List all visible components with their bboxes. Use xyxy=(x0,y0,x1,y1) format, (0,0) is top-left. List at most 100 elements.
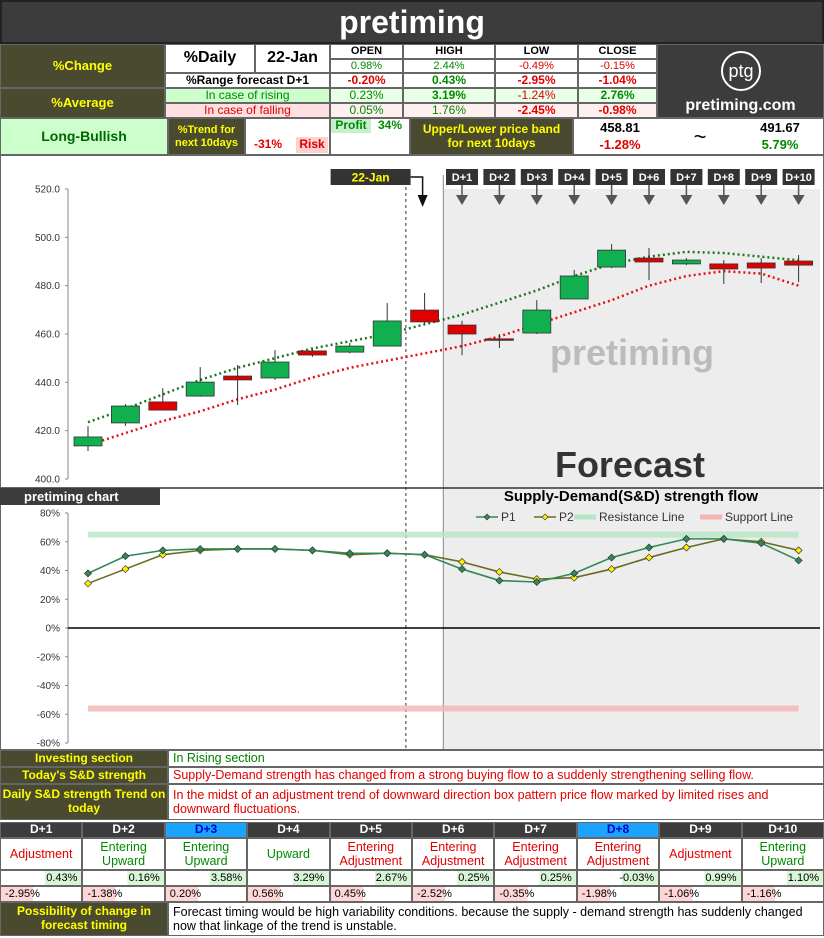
forecast-down: 0.56% xyxy=(247,886,330,902)
column-header: CLOSE xyxy=(578,44,657,59)
day-box xyxy=(633,169,665,185)
profit-cell xyxy=(330,118,410,155)
y-tick-label: 20% xyxy=(40,595,60,606)
forecast-signal: Entering Adjustment xyxy=(412,838,495,870)
section-label: Investing section xyxy=(0,750,168,767)
range-label: %Range forecast D+1 xyxy=(165,73,330,88)
point xyxy=(121,552,130,561)
falling-value: 1.76% xyxy=(403,103,495,118)
day-box xyxy=(483,169,516,185)
candle-body xyxy=(597,249,626,268)
day-box xyxy=(520,169,553,185)
falling-label: In case of falling xyxy=(165,103,330,118)
falling-value: -2.45% xyxy=(495,103,578,118)
rising-value: 3.19% xyxy=(403,88,495,103)
range-value: -2.95% xyxy=(495,73,578,88)
point xyxy=(645,553,653,562)
forecast-day: D+4 xyxy=(247,822,330,838)
point xyxy=(645,543,653,552)
forecast-down: 0.20% xyxy=(164,886,248,902)
section-text: Supply-Demand strength has changed from … xyxy=(168,767,824,784)
y-tick-label: 60% xyxy=(40,537,60,548)
watermark: pretiming xyxy=(550,332,714,373)
forecast-signal: Entering Upward xyxy=(741,838,824,870)
point xyxy=(682,543,691,552)
point xyxy=(607,565,616,574)
column-header: HIGH xyxy=(403,44,495,59)
forecast-day: D+10 xyxy=(741,822,824,838)
chart-title: Supply-Demand(S&D) strength flow xyxy=(504,488,758,505)
forecast-day: D+8 xyxy=(576,822,660,838)
day-label: D+2 xyxy=(489,172,510,184)
candle-body xyxy=(522,309,552,334)
series-line xyxy=(87,538,799,583)
candle-body xyxy=(372,320,402,347)
point xyxy=(158,546,167,555)
day-box xyxy=(595,169,628,185)
change-label: %Change xyxy=(0,44,165,88)
point xyxy=(794,556,803,565)
point xyxy=(308,546,317,555)
candle-body xyxy=(73,436,103,447)
day-arrow-head xyxy=(493,195,506,205)
forecast-up: 2.67% xyxy=(329,870,412,886)
point xyxy=(757,539,766,548)
legend-label: Resistance Line xyxy=(599,510,685,524)
candle-body xyxy=(297,350,327,356)
logo-site: pretiming.com xyxy=(685,96,796,114)
band-separator: ~ xyxy=(693,126,707,148)
day-label: D+1 xyxy=(452,172,473,184)
candle-body xyxy=(335,345,365,353)
forecast-signal: Adjustment xyxy=(0,838,83,870)
today-label: 22-Jan xyxy=(352,171,390,185)
candle-body xyxy=(484,338,514,341)
forecast-up: -0.03% xyxy=(576,870,660,886)
forecast-signal: Entering Adjustment xyxy=(494,838,577,870)
legend-marker xyxy=(541,513,549,521)
point xyxy=(84,579,92,588)
forecast-up: 0.99% xyxy=(659,870,742,886)
candle-body xyxy=(148,401,178,411)
logo-mark: ptg xyxy=(721,51,761,91)
point xyxy=(271,544,279,553)
candle-body xyxy=(410,309,440,323)
candle-body xyxy=(223,375,253,381)
daily-value: 2.44% xyxy=(403,59,495,73)
forecast-signal: Entering Upward xyxy=(82,838,165,870)
section-text: In Rising section xyxy=(168,750,824,767)
range-value: 0.43% xyxy=(403,73,495,88)
average-label: %Average xyxy=(0,88,165,118)
risk-cell xyxy=(245,118,330,155)
candle-body xyxy=(709,263,739,270)
day-box xyxy=(707,169,740,185)
range-value: -1.04% xyxy=(578,73,657,88)
y-tick-label: 440.0 xyxy=(35,378,60,389)
y-tick-label: 0% xyxy=(46,624,61,635)
legend-label: P2 xyxy=(559,510,574,524)
point xyxy=(532,578,541,586)
forecast-label: Forecast xyxy=(555,444,705,485)
band-line xyxy=(87,250,799,424)
day-box xyxy=(670,169,703,185)
forecast-signal: Entering Adjustment xyxy=(329,838,412,870)
forecast-shade xyxy=(443,189,820,750)
point xyxy=(383,549,392,558)
column-header: LOW xyxy=(495,44,578,59)
falling-value: -0.98% xyxy=(578,103,657,118)
band-lower-change: -1.28% xyxy=(599,137,641,152)
daily-label: %Daily xyxy=(165,44,255,73)
possibility-text: Forecast timing would be high variabilit… xyxy=(168,902,824,936)
rising-label: In case of rising xyxy=(165,88,330,103)
forecast-signal: Entering Upward xyxy=(164,838,248,870)
profit-label: Profit xyxy=(331,119,371,133)
day-arrow-head xyxy=(680,195,693,205)
candle-body xyxy=(447,324,477,335)
day-arrow-head xyxy=(568,195,581,205)
today-box xyxy=(330,169,411,185)
point xyxy=(196,544,205,553)
daily-value: -0.15% xyxy=(578,59,657,73)
y-tick-label: 480.0 xyxy=(35,281,60,292)
day-box xyxy=(782,169,815,185)
day-arrow-head xyxy=(717,195,730,205)
